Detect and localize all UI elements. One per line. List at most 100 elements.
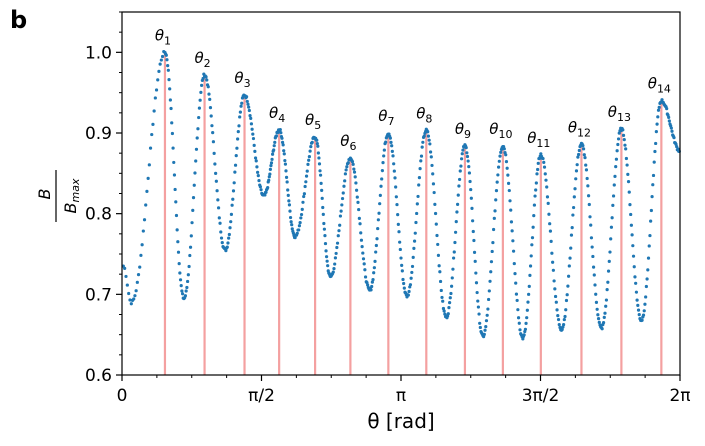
data-point	[256, 174, 260, 178]
data-point	[211, 140, 216, 144]
data-point	[572, 205, 576, 210]
data-point	[303, 184, 307, 189]
data-point	[624, 147, 628, 151]
data-point	[398, 240, 402, 244]
data-point	[634, 290, 638, 294]
data-point	[502, 147, 506, 151]
data-point	[546, 201, 550, 205]
data-point	[217, 216, 221, 220]
data-point	[596, 313, 600, 317]
data-point	[609, 225, 614, 229]
data-point	[484, 319, 489, 323]
data-point	[135, 280, 139, 284]
peak-label: θ14	[648, 75, 671, 96]
data-point	[382, 154, 386, 158]
data-point	[614, 165, 618, 169]
data-point	[467, 171, 472, 175]
data-point	[210, 124, 214, 128]
data-point	[471, 219, 475, 223]
data-point	[124, 274, 128, 279]
data-point	[209, 114, 213, 118]
data-point	[641, 313, 646, 317]
peak-label: θ2	[194, 49, 210, 70]
data-point	[530, 243, 534, 247]
data-point	[282, 152, 286, 156]
data-point	[318, 173, 323, 177]
data-point	[593, 283, 597, 287]
data-point	[615, 149, 619, 153]
data-point	[297, 224, 302, 228]
y-axis-label-den-base: B	[61, 202, 80, 213]
data-point	[669, 126, 673, 130]
data-point	[257, 178, 261, 183]
data-point	[176, 240, 180, 244]
data-point	[572, 195, 576, 199]
y-axis-ticks: 0.6 0.7 0.8 0.9 1.0	[85, 11, 122, 386]
data-point	[168, 87, 172, 91]
data-point	[492, 216, 496, 220]
data-point	[317, 156, 321, 160]
data-point	[472, 238, 476, 243]
data-point	[289, 220, 293, 224]
data-point	[406, 293, 410, 297]
data-point	[198, 98, 202, 102]
data-point	[274, 134, 279, 138]
data-point	[193, 171, 197, 175]
data-point	[165, 58, 169, 62]
data-point	[511, 249, 516, 253]
data-point	[489, 270, 493, 274]
data-point	[626, 180, 631, 184]
data-point	[227, 236, 231, 240]
data-point	[252, 143, 256, 148]
data-point	[628, 202, 632, 207]
data-point	[555, 308, 559, 312]
data-point	[324, 255, 329, 259]
data-point	[603, 311, 607, 315]
data-point	[374, 250, 378, 254]
data-point	[297, 228, 301, 232]
data-point	[461, 148, 465, 152]
data-point	[255, 165, 259, 169]
data-point	[160, 54, 165, 59]
data-point	[548, 229, 553, 233]
data-point	[611, 203, 615, 207]
data-point	[627, 190, 631, 194]
data-point	[136, 273, 141, 277]
data-point	[455, 210, 459, 214]
y-axis-label-den-sub: max	[69, 178, 82, 202]
data-point	[474, 271, 478, 275]
data-point	[196, 127, 200, 131]
data-point	[344, 168, 348, 172]
data-point	[208, 105, 213, 110]
data-point	[188, 245, 193, 249]
data-point	[305, 169, 309, 173]
data-point	[581, 144, 585, 148]
data-point	[216, 206, 221, 210]
y-tick-label: 1.0	[85, 43, 112, 63]
data-point	[373, 259, 377, 263]
data-point	[154, 88, 159, 92]
data-point	[174, 213, 179, 218]
data-point	[415, 211, 419, 216]
data-point	[525, 316, 529, 320]
data-point	[253, 149, 257, 153]
data-point	[433, 211, 438, 216]
data-point	[649, 208, 653, 213]
data-point	[426, 130, 430, 134]
data-point	[633, 275, 637, 279]
data-point	[272, 144, 276, 148]
data-point	[528, 264, 533, 268]
data-point	[338, 223, 342, 227]
data-point	[458, 177, 462, 182]
data-point	[586, 194, 591, 198]
data-point	[551, 268, 555, 272]
data-point	[552, 279, 556, 283]
data-point	[168, 98, 172, 102]
data-point	[637, 313, 641, 317]
data-point	[315, 138, 319, 142]
data-point	[254, 159, 258, 163]
data-point	[340, 196, 345, 201]
data-point	[281, 143, 285, 147]
data-point	[631, 254, 636, 258]
data-point	[441, 299, 445, 303]
